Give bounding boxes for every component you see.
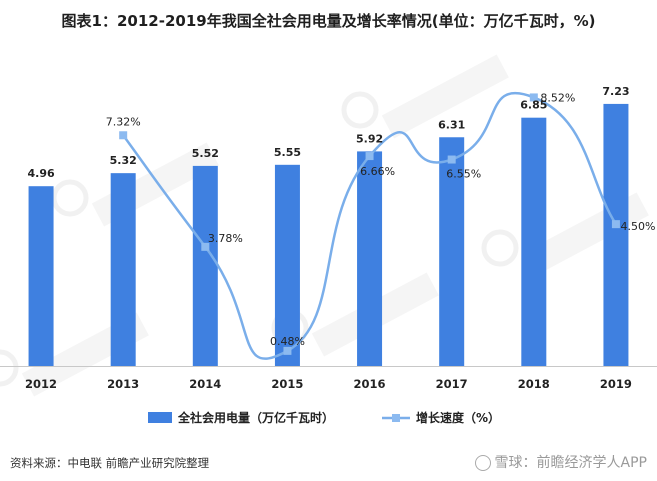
- growth-value-label: 6.66%: [360, 165, 395, 178]
- bar: [192, 165, 218, 366]
- snowball-logo-icon: [474, 455, 491, 471]
- watermark-mark: [0, 349, 19, 387]
- bar-series: [28, 103, 629, 366]
- bar-value-label: 6.85: [520, 99, 547, 112]
- growth-marker: [283, 346, 292, 355]
- bar-value-label: 5.55: [274, 146, 301, 159]
- growth-marker: [201, 242, 210, 251]
- growth-value-label: 8.52%: [540, 91, 575, 104]
- watermark-mark: [51, 179, 89, 217]
- x-tick-label: 2017: [436, 377, 468, 391]
- bar-value-label: 5.52: [192, 147, 219, 160]
- x-tick-label: 2013: [107, 377, 139, 391]
- growth-marker: [365, 152, 374, 161]
- bar-value-label: 6.31: [438, 118, 465, 131]
- bar: [521, 117, 547, 366]
- data-labels: 4.96 5.32 5.52 5.55 5.92 6.31 6.85 7.23 7.32% 3.7…: [27, 85, 655, 348]
- bar: [110, 173, 136, 366]
- growth-value-label: 3.78%: [208, 232, 243, 245]
- chart-title: 图表1：2012-2019年我国全社会用电量及增长率情况(单位：万亿千瓦时，%): [61, 12, 596, 30]
- legend: 全社会用电量（万亿千瓦时） 增长速度（%）: [148, 410, 500, 425]
- growth-value-label: 7.32%: [106, 115, 141, 128]
- growth-marker: [611, 220, 620, 229]
- watermark-mark: [341, 91, 379, 129]
- bar: [603, 103, 629, 366]
- growth-marker: [119, 131, 128, 140]
- growth-marker: [447, 155, 456, 164]
- watermark-mark: [481, 229, 519, 267]
- snowball-watermark: 雪球：前瞻经济学人APP: [474, 452, 647, 472]
- growth-value-label: 0.48%: [270, 335, 305, 348]
- growth-marker: [529, 93, 538, 102]
- bar-value-label: 4.96: [27, 167, 54, 180]
- x-tick-label: 2015: [271, 377, 303, 391]
- source-note: 资料来源：中电联 前瞻产业研究院整理: [10, 456, 210, 470]
- growth-line-series: [119, 91, 620, 360]
- chart-area: 4.96 5.32 5.52 5.55 5.92 6.31 6.85 7.23 7.32% 3.7…: [0, 54, 657, 425]
- watermark-mark: [381, 54, 509, 139]
- bar-value-label: 7.23: [602, 85, 629, 98]
- bar-value-label: 5.92: [356, 132, 383, 145]
- legend-bar-swatch: [148, 412, 172, 423]
- growth-value-label: 4.50%: [620, 220, 655, 233]
- watermark-text: 雪球：前瞻经济学人APP: [494, 455, 647, 471]
- legend-line-marker: [392, 414, 400, 422]
- bar: [439, 137, 465, 366]
- legend-bar-label: 全社会用电量（万亿千瓦时）: [177, 410, 334, 425]
- x-tick-labels: 2012 2013 2014 2015 2016 2017 2018 2019: [25, 377, 632, 391]
- bar: [28, 186, 54, 366]
- x-tick-label: 2012: [25, 377, 57, 391]
- bar: [274, 164, 300, 366]
- x-tick-label: 2019: [600, 377, 632, 391]
- bar-value-label: 5.32: [110, 154, 137, 167]
- bar: [357, 151, 383, 366]
- growth-value-label: 6.55%: [446, 168, 481, 181]
- x-tick-label: 2016: [354, 377, 386, 391]
- legend-line-label: 增长速度（%）: [416, 410, 500, 425]
- x-tick-label: 2018: [518, 377, 550, 391]
- x-tick-label: 2014: [189, 377, 221, 391]
